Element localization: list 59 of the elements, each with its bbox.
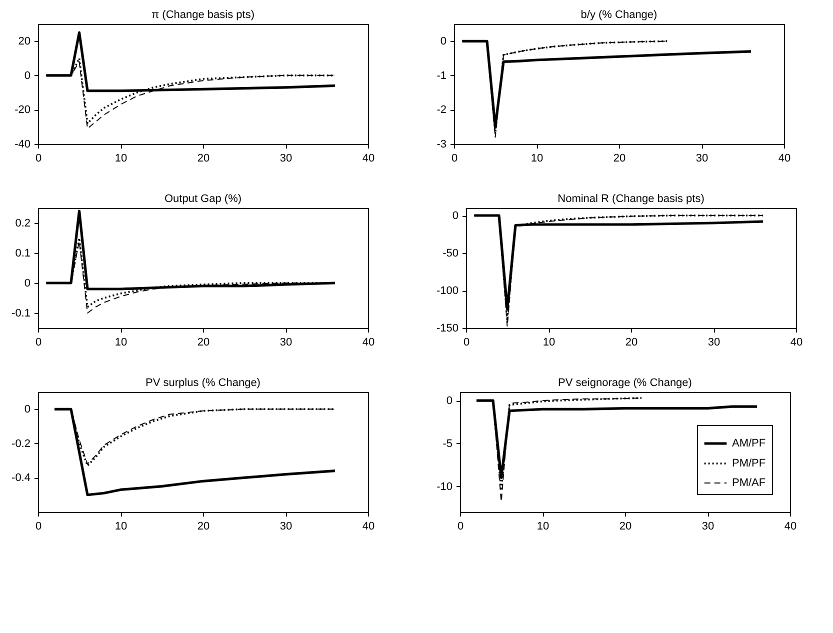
x-tick-label: 40 bbox=[784, 520, 797, 532]
y-tick-label: -10 bbox=[436, 480, 452, 493]
x-tick-label: 20 bbox=[625, 336, 638, 348]
legend-label: PM/AF bbox=[732, 477, 766, 489]
x-tick-label: 30 bbox=[708, 336, 720, 348]
y-tick-label: -2 bbox=[436, 104, 446, 116]
x-tick-label: 40 bbox=[790, 336, 803, 348]
y-tick-label: 0 bbox=[452, 210, 458, 222]
y-tick-label: 0 bbox=[440, 36, 446, 48]
x-tick-label: 20 bbox=[613, 152, 626, 164]
chart-title: PV surplus (% Change) bbox=[146, 377, 260, 389]
x-tick-label: 0 bbox=[35, 520, 42, 532]
x-tick-label: 40 bbox=[362, 520, 375, 532]
y-tick-label: -0.1 bbox=[12, 308, 30, 320]
y-tick-label: -0.4 bbox=[12, 472, 30, 484]
x-tick-label: 20 bbox=[197, 520, 210, 532]
x-tick-label: 40 bbox=[778, 152, 791, 164]
y-tick-label: -5 bbox=[442, 438, 452, 450]
y-tick-label: -3 bbox=[436, 138, 446, 150]
chart-title: b/y (% Change) bbox=[580, 9, 658, 21]
y-tick-label: -150 bbox=[436, 322, 458, 334]
x-tick-label: 30 bbox=[702, 520, 714, 532]
x-tick-label: 30 bbox=[280, 520, 292, 532]
y-tick-label: -0.2 bbox=[12, 438, 30, 450]
x-tick-label: 20 bbox=[619, 520, 632, 532]
x-tick-label: 10 bbox=[114, 336, 128, 348]
y-tick-label: 0 bbox=[24, 278, 30, 290]
y-tick-label: -100 bbox=[436, 285, 458, 297]
legend-label: AM/PF bbox=[732, 438, 766, 450]
y-tick-label: -1 bbox=[436, 70, 446, 82]
x-tick-label: 40 bbox=[362, 152, 375, 164]
chart-title: π (Change basis pts) bbox=[152, 9, 254, 21]
y-tick-label: -40 bbox=[14, 138, 30, 150]
x-tick-label: 10 bbox=[114, 520, 128, 532]
x-tick-label: 10 bbox=[530, 152, 544, 164]
x-tick-label: 20 bbox=[197, 152, 210, 164]
x-tick-label: 0 bbox=[463, 336, 470, 348]
x-tick-label: 0 bbox=[35, 152, 42, 164]
x-tick-label: 30 bbox=[696, 152, 708, 164]
y-tick-label: 0.1 bbox=[15, 248, 30, 260]
y-tick-label: 0.2 bbox=[15, 218, 30, 230]
chart-title: PV seignorage (% Change) bbox=[558, 377, 692, 389]
y-tick-label: 0 bbox=[24, 70, 30, 82]
y-tick-label: 0 bbox=[446, 395, 452, 408]
y-tick-label: -20 bbox=[14, 104, 30, 116]
x-tick-label: 40 bbox=[362, 336, 375, 348]
x-tick-label: 10 bbox=[542, 336, 556, 348]
legend-label: PM/PF bbox=[732, 458, 766, 470]
chart-title: Nominal R (Change basis pts) bbox=[558, 193, 704, 205]
x-tick-label: 30 bbox=[280, 336, 292, 348]
chart-title: Output Gap (%) bbox=[164, 193, 242, 205]
y-tick-label: 20 bbox=[18, 36, 30, 48]
x-tick-label: 0 bbox=[35, 336, 42, 348]
x-tick-label: 20 bbox=[197, 336, 210, 348]
x-tick-label: 30 bbox=[280, 152, 292, 164]
x-tick-label: 10 bbox=[114, 152, 128, 164]
y-tick-label: 0 bbox=[24, 404, 30, 416]
x-tick-label: 10 bbox=[536, 520, 550, 532]
y-tick-label: -50 bbox=[442, 248, 458, 260]
